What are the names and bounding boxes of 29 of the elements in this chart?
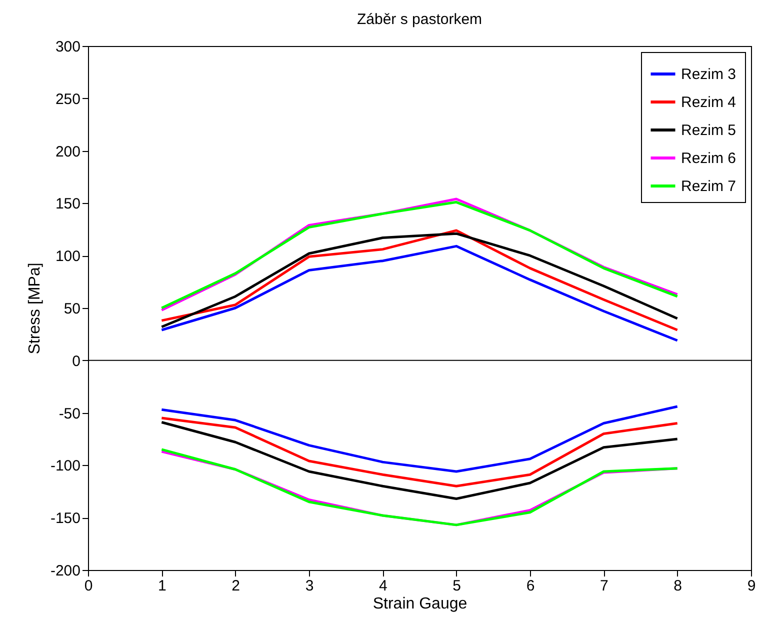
y-axis-title: Stress [MPa] <box>26 262 44 354</box>
y-tick-label: 200 <box>55 143 80 160</box>
x-tick-label: 5 <box>452 578 462 594</box>
x-tick-label: 3 <box>305 578 314 594</box>
y-tick-label: 50 <box>64 300 80 318</box>
x-tick-label: 7 <box>600 578 608 594</box>
y-tick-label: 300 <box>55 38 80 56</box>
legend-label: Rezim 5 <box>681 122 736 139</box>
chart-title: Záběr s pastorkem <box>356 11 482 28</box>
legend-label: Rezim 6 <box>681 150 736 167</box>
y-tick-label: 0 <box>72 352 80 370</box>
y-tick-label: -200 <box>50 562 80 580</box>
x-tick-label: 6 <box>526 578 535 594</box>
y-tick-label: 100 <box>55 248 80 266</box>
legend-label: Rezim 4 <box>681 94 736 111</box>
y-tick-label: 250 <box>55 90 80 108</box>
x-tick-label: 4 <box>378 578 388 594</box>
y-tick-label: -50 <box>58 405 80 422</box>
x-tick-label: 9 <box>747 578 756 594</box>
legend-label: Rezim 7 <box>681 178 736 195</box>
x-tick-label: 8 <box>674 578 682 594</box>
x-axis-title: Strain Gauge <box>372 596 468 612</box>
legend-label: Rezim 3 <box>681 66 736 83</box>
y-tick-label: -100 <box>50 458 80 475</box>
x-tick-label: 1 <box>158 578 166 594</box>
x-tick-label: 2 <box>232 578 240 594</box>
y-tick-label: -150 <box>50 510 80 528</box>
x-tick-label: 0 <box>84 578 93 594</box>
y-tick-label: 150 <box>55 196 80 213</box>
